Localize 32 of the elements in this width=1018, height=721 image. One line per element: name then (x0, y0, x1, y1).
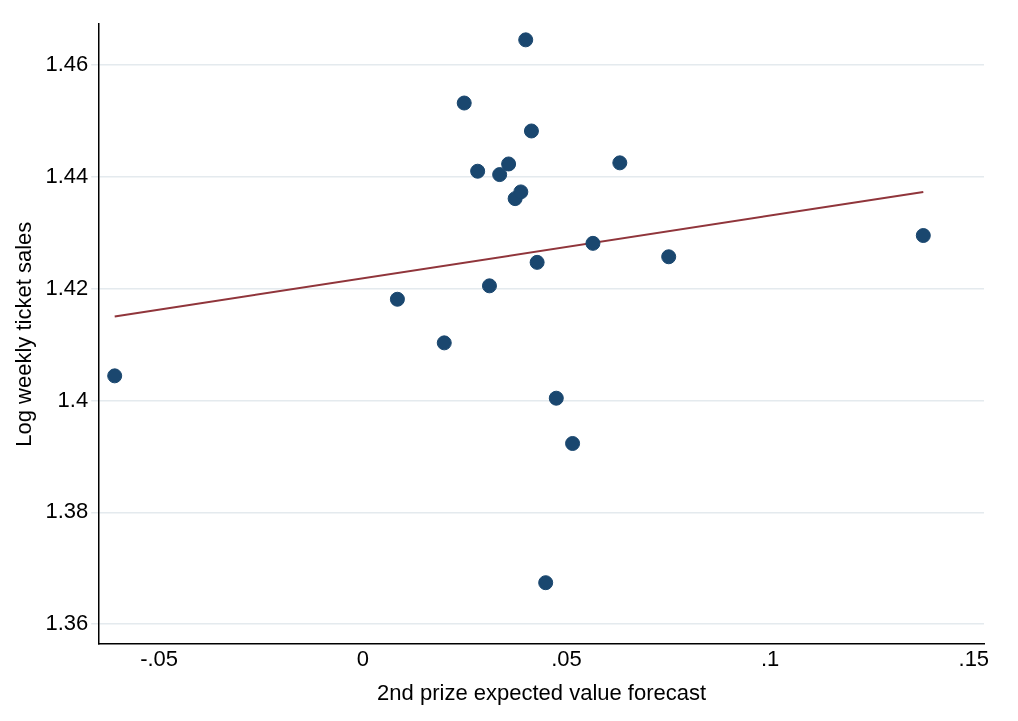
point (107, 368, 123, 384)
point (470, 163, 486, 179)
point (492, 167, 508, 183)
x-tick-label: .05 (551, 646, 582, 672)
x-tick-label: -.05 (140, 646, 179, 672)
y-tick-label: 1.46 (45, 51, 89, 77)
point (612, 155, 628, 171)
x-axis-title: 2nd prize expected value forecast (377, 679, 707, 705)
y-tick-label: 1.4 (57, 386, 89, 412)
point (529, 254, 545, 270)
point (518, 32, 534, 48)
point (538, 575, 554, 591)
point (915, 228, 931, 244)
y-tick-label: 1.36 (45, 610, 89, 636)
x-tick-label: .15 (958, 646, 990, 672)
x-tick-label: .1 (760, 646, 780, 672)
point (513, 184, 529, 200)
point (481, 278, 497, 294)
point (389, 291, 405, 307)
point (548, 390, 564, 406)
point (436, 335, 452, 351)
point (565, 436, 581, 451)
point (585, 235, 601, 251)
y-tick-label: 1.38 (45, 498, 89, 524)
y-tick-label: 1.44 (45, 162, 89, 188)
y-tick-label: 1.42 (45, 274, 89, 300)
point (661, 249, 677, 265)
x-tick-label: 0 (356, 646, 369, 672)
point (456, 95, 472, 111)
y-axis-title: Log weekly ticket sales (11, 221, 37, 447)
point (501, 156, 517, 172)
point (523, 123, 539, 139)
